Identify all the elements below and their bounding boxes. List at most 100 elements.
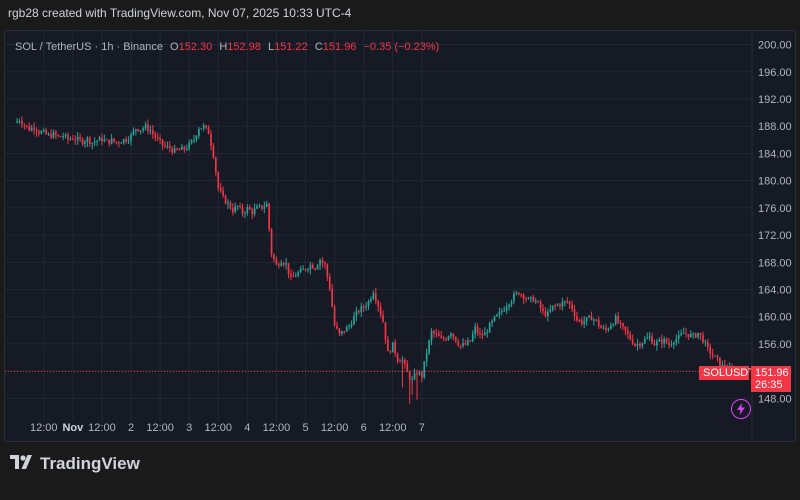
candle-body — [231, 208, 234, 212]
candle-body — [200, 128, 203, 130]
candle-body — [168, 145, 171, 149]
candle-body — [299, 269, 302, 273]
candle-body — [619, 322, 622, 324]
open-label: O — [170, 41, 179, 53]
candle-body — [593, 319, 595, 321]
candle-body — [408, 372, 411, 380]
candlestick-chart[interactable]: 148.00152.00156.00160.00164.00168.00172.… — [5, 31, 795, 441]
candle-body — [539, 301, 542, 309]
candle-body — [520, 294, 523, 296]
candle-body — [76, 136, 79, 141]
candle-body — [35, 129, 38, 132]
x-tick-label: 5 — [302, 422, 308, 434]
candle-body — [634, 343, 636, 346]
candle-body — [246, 207, 249, 213]
candle-body — [559, 304, 561, 307]
candle-body — [595, 319, 598, 321]
candle-body — [154, 133, 157, 138]
candle-body — [413, 373, 416, 380]
candle-body — [125, 139, 128, 142]
candle-body — [185, 148, 188, 150]
candle-body — [527, 298, 530, 300]
candle-body — [224, 195, 227, 204]
candle-body — [525, 298, 527, 300]
candle-body — [694, 333, 697, 338]
candle-body — [263, 206, 266, 209]
candle-body — [631, 339, 634, 344]
candle-body — [491, 320, 493, 324]
candle-body — [648, 336, 651, 338]
candle-body — [462, 343, 464, 346]
candle-body — [503, 310, 506, 312]
candle-body — [314, 268, 317, 270]
candle-body — [362, 306, 365, 308]
candle-body — [202, 125, 205, 129]
candle-body — [212, 145, 215, 158]
candle-body — [493, 316, 496, 321]
candle-body — [365, 306, 367, 308]
candle-body — [52, 132, 55, 138]
candle-body — [706, 341, 709, 347]
candle-body — [115, 141, 118, 143]
candle-body — [689, 333, 692, 337]
candle-body — [675, 338, 678, 343]
candle-body — [423, 361, 426, 378]
candle-body — [450, 333, 452, 337]
candle-body — [454, 336, 457, 342]
candle-body — [578, 320, 581, 322]
x-tick-label: 12:00 — [379, 422, 407, 434]
x-tick-label: 3 — [186, 422, 192, 434]
candle-body — [229, 202, 232, 209]
candle-body — [278, 264, 280, 267]
x-tick-label: 12:00 — [263, 422, 291, 434]
candle-body — [88, 137, 91, 144]
candle-body — [28, 125, 31, 131]
tradingview-brand[interactable]: TradingView — [10, 454, 140, 474]
candle-body — [500, 311, 503, 313]
candle-body — [132, 130, 135, 135]
x-tick-label: 7 — [419, 422, 425, 434]
candle-body — [79, 136, 81, 139]
candle-body — [406, 363, 409, 373]
candle-body — [302, 268, 304, 270]
candle-body — [517, 292, 520, 295]
x-tick-label: 12:00 — [88, 422, 116, 434]
y-tick-label: 196.00 — [758, 67, 792, 79]
candle-body — [643, 338, 646, 344]
candle-body — [181, 146, 183, 150]
candle-body — [190, 140, 193, 143]
candle-body — [282, 263, 285, 265]
candle-body — [98, 137, 101, 141]
candle-body — [297, 272, 300, 276]
candle-body — [685, 332, 687, 334]
candle-body — [105, 139, 108, 141]
y-tick-label: 172.00 — [758, 230, 792, 242]
candle-body — [699, 332, 702, 336]
candle-body — [268, 203, 271, 230]
candle-body — [387, 339, 389, 352]
candle-body — [241, 206, 244, 214]
candle-body — [360, 306, 363, 313]
last-price-tag: 151.96 — [751, 366, 791, 380]
candle-body — [101, 137, 103, 142]
candle-body — [435, 333, 438, 335]
lightning-icon[interactable] — [731, 399, 751, 419]
candle-body — [294, 275, 297, 277]
candle-body — [602, 327, 605, 329]
candle-body — [399, 361, 401, 363]
candle-body — [532, 296, 535, 302]
candle-body — [372, 293, 375, 299]
candle-body — [576, 316, 578, 321]
candle-body — [248, 207, 251, 210]
candle-body — [505, 307, 508, 311]
candle-body — [437, 333, 440, 337]
y-tick-label: 176.00 — [758, 203, 792, 215]
candle-body — [151, 130, 154, 134]
candle-body — [30, 127, 33, 131]
candle-body — [273, 254, 275, 260]
candle-body — [476, 326, 479, 333]
candle-body — [697, 332, 699, 338]
candle-body — [566, 301, 569, 303]
chart-frame[interactable]: 148.00152.00156.00160.00164.00168.00172.… — [4, 30, 796, 442]
candle-body — [23, 124, 26, 126]
